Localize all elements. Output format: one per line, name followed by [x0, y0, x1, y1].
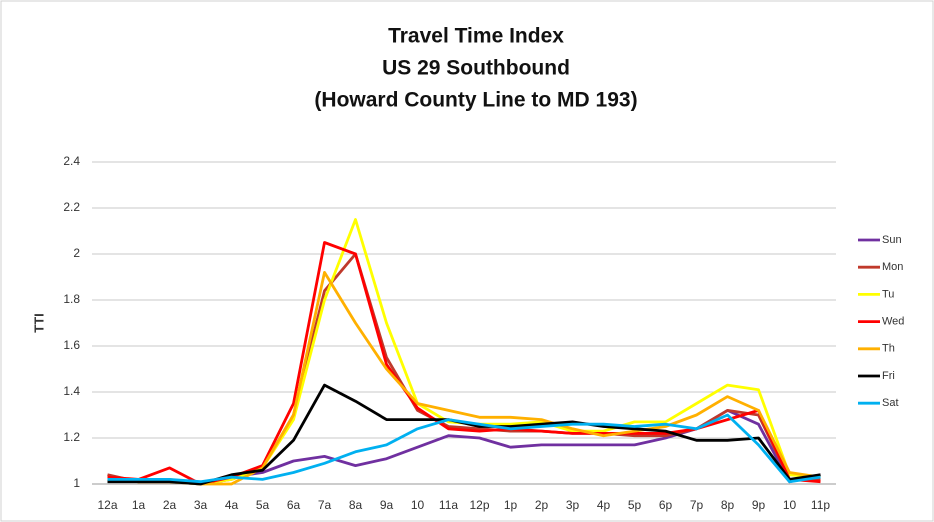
x-tick-label: 11p — [811, 498, 830, 512]
x-tick-label: 5a — [256, 498, 270, 512]
x-tick-label: 3p — [566, 498, 580, 512]
x-tick-label: 1a — [132, 498, 146, 512]
x-tick-label: 1p — [504, 498, 518, 512]
x-tick-label: 12a — [97, 498, 117, 512]
legend-label: Th — [882, 343, 895, 355]
y-tick-label: 1.2 — [63, 430, 80, 444]
x-tick-label: 7a — [318, 498, 332, 512]
legend-label: Sat — [882, 397, 899, 409]
y-tick-label: 1.4 — [63, 384, 80, 398]
chart-title: Travel Time Index — [388, 25, 564, 48]
x-tick-label: 11a — [439, 498, 458, 512]
x-tick-label: 5p — [628, 498, 642, 512]
y-tick-label: 1.8 — [63, 292, 80, 306]
y-tick-label: 2.2 — [63, 200, 80, 214]
series-line — [107, 413, 821, 484]
x-tick-label: 12p — [469, 498, 489, 512]
x-tick-label: 10 — [411, 498, 425, 512]
y-tick-label: 1 — [73, 476, 80, 490]
x-tick-label: 6a — [287, 498, 301, 512]
x-tick-label: 10 — [783, 498, 797, 512]
legend-label: Sun — [882, 234, 902, 246]
x-tick-label: 8a — [349, 498, 363, 512]
legend-label: Wed — [882, 316, 904, 328]
y-tick-label: 1.6 — [63, 338, 80, 352]
x-tick-label: 2a — [163, 498, 177, 512]
x-tick-label: 6p — [659, 498, 673, 512]
chart-title: (Howard County Line to MD 193) — [314, 89, 637, 112]
y-axis-label: TTI — [31, 313, 46, 333]
x-tick-label: 7p — [690, 498, 704, 512]
legend-label: Tu — [882, 288, 894, 300]
legend-label: Fri — [882, 370, 895, 382]
legend-label: Mon — [882, 261, 903, 273]
chart-title: US 29 Southbound — [382, 57, 570, 80]
y-tick-label: 2.4 — [63, 154, 80, 168]
x-tick-label: 2p — [535, 498, 549, 512]
x-tick-label: 9a — [380, 498, 394, 512]
x-tick-label: 9p — [752, 498, 766, 512]
x-tick-label: 4p — [597, 498, 611, 512]
x-tick-label: 8p — [721, 498, 735, 512]
x-tick-label: 3a — [194, 498, 208, 512]
series-line — [107, 271, 821, 486]
x-tick-label: 4a — [225, 498, 239, 512]
y-tick-label: 2 — [73, 246, 80, 260]
